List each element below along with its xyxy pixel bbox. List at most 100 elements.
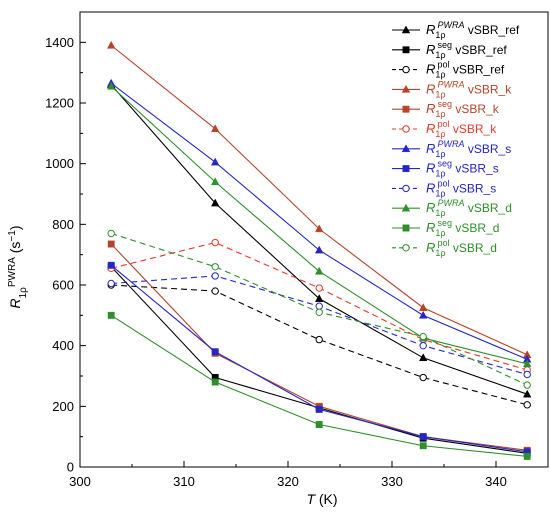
- axes: 300 310 320 330 340 0 200 400 600 800 1000 1200 1400: [45, 11, 549, 489]
- legend-sup: seg: [438, 99, 453, 109]
- legend-marker: [402, 105, 410, 113]
- y-tick-label: 1400: [45, 35, 74, 50]
- legend-sup: seg: [438, 40, 453, 50]
- data-point: [211, 263, 219, 271]
- legend-marker: [401, 203, 411, 212]
- legend-series-name: vSBR_ref: [452, 43, 507, 57]
- data-point: [210, 124, 220, 133]
- data-point: [419, 442, 427, 450]
- data-point: [211, 348, 219, 356]
- series-line: [111, 284, 528, 406]
- legend-item: R1ρseg vSBR_s: [392, 159, 499, 179]
- legend-var: R: [426, 220, 435, 235]
- y-axis-subscript: 1ρ: [18, 287, 29, 299]
- legend-label: R1ρseg vSBR_s: [426, 159, 499, 179]
- data-point: [107, 279, 115, 288]
- data-point: [419, 341, 427, 350]
- legend-label: R1ρPWRA vSBR_k: [426, 79, 512, 99]
- legend-item: R1ρseg vSBR_ref: [392, 40, 507, 60]
- data-point: [523, 401, 531, 409]
- data-point: [315, 308, 323, 316]
- legend-marker: [402, 165, 410, 173]
- legend-marker: [402, 184, 410, 193]
- data-point: [418, 353, 428, 362]
- legend-series-name: vSBR_d: [465, 201, 512, 215]
- data-point: [315, 335, 323, 344]
- data-point: [523, 381, 531, 389]
- legend-item: R1ρpol vSBR_d: [392, 238, 497, 258]
- legend-item: R1ρPWRA vSBR_d: [392, 198, 512, 218]
- y-tick-label: 800: [52, 217, 74, 232]
- legend-item: R1ρPWRA vSBR_ref: [392, 20, 520, 40]
- data-point: [315, 405, 323, 413]
- series-8: [107, 272, 531, 379]
- series-11: [107, 229, 531, 389]
- data-point: [211, 287, 219, 295]
- x-axis-variable: T: [306, 491, 316, 507]
- x-tick-label: 300: [69, 474, 91, 489]
- data-point: [418, 310, 428, 319]
- x-tick-label: 340: [485, 474, 507, 489]
- plot-area: [106, 40, 532, 460]
- data-point: [107, 261, 115, 269]
- data-point: [523, 370, 531, 379]
- data-point: [315, 284, 323, 292]
- data-point: [211, 238, 219, 247]
- legend-label: R1ρpol vSBR_ref: [426, 60, 505, 80]
- y-tick-label: 400: [52, 338, 74, 353]
- y-axis-variable: R: [7, 298, 23, 308]
- legend-item: R1ρseg vSBR_d: [392, 218, 499, 238]
- legend-marker: [402, 125, 410, 133]
- legend-sub: 1ρ: [435, 228, 445, 238]
- data-point: [314, 266, 324, 275]
- legend-sub: 1ρ: [435, 70, 445, 80]
- data-point: [107, 311, 115, 319]
- plot-frame: [79, 11, 549, 468]
- data-point: [211, 378, 219, 386]
- legend-var: R: [426, 141, 435, 156]
- legend-label: R1ρpol vSBR_s: [426, 178, 496, 198]
- y-axis-unit-exponent: −1: [7, 230, 18, 242]
- legend-label: R1ρPWRA vSBR_s: [426, 139, 511, 159]
- legend-series-name: vSBR_s: [452, 162, 499, 176]
- series-line: [110, 243, 528, 451]
- legend-label: R1ρpol vSBR_d: [426, 238, 497, 258]
- data-point: [210, 177, 220, 186]
- data-point: [211, 272, 219, 280]
- legend-label: R1ρPWRA vSBR_d: [426, 198, 512, 218]
- legend-series-name: vSBR_k: [450, 122, 498, 136]
- legend-sub: 1ρ: [435, 208, 445, 218]
- legend-series-name: vSBR_k: [452, 102, 500, 116]
- data-point: [419, 373, 427, 382]
- legend-item: R1ρPWRA vSBR_k: [392, 79, 512, 99]
- data-point: [418, 303, 428, 311]
- y-tick-label: 1000: [45, 156, 74, 171]
- legend-sup: seg: [438, 159, 453, 169]
- y-axis-superscript: PWRA: [7, 257, 18, 287]
- legend-sub: 1ρ: [435, 149, 445, 159]
- x-tick-label: 320: [277, 474, 299, 489]
- legend-series-name: vSBR_s: [450, 181, 497, 195]
- series-3: [106, 40, 532, 359]
- y-tick-label: 0: [67, 460, 74, 475]
- data-point: [523, 452, 531, 460]
- data-point: [315, 421, 323, 428]
- legend-label: R1ρseg vSBR_d: [426, 218, 499, 238]
- legend-marker: [401, 144, 411, 153]
- legend-item: R1ρPWRA vSBR_s: [392, 139, 511, 159]
- legend-series-name: vSBR_d: [450, 241, 497, 255]
- data-point: [522, 389, 532, 398]
- series-10: [107, 311, 531, 460]
- legend-sup: pol: [438, 60, 450, 70]
- legend-marker: [402, 224, 410, 232]
- legend-marker: [401, 25, 411, 34]
- legend-sub: 1ρ: [435, 30, 445, 40]
- data-point: [106, 40, 116, 49]
- y-tick-label: 1200: [45, 96, 74, 111]
- data-point: [106, 81, 116, 90]
- legend-marker: [402, 65, 410, 74]
- legend-sup: seg: [438, 218, 453, 228]
- x-tick-label: 330: [381, 474, 403, 489]
- legend-item: R1ρpol vSBR_k: [392, 119, 497, 139]
- legend-var: R: [426, 62, 435, 77]
